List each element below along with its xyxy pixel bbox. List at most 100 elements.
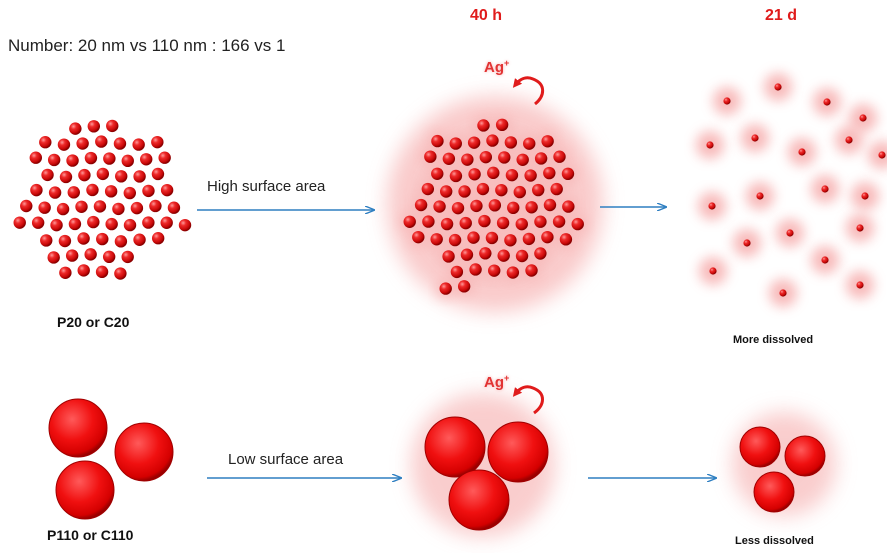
nanoparticle: [488, 199, 502, 212]
nanoparticle: [440, 217, 454, 231]
nanoparticle: [451, 201, 465, 215]
nanoparticle: [114, 235, 128, 248]
nanoparticle: [507, 201, 520, 215]
nanoparticle: [151, 167, 165, 181]
nanoparticle: [178, 218, 192, 232]
nanoparticle: [56, 202, 70, 216]
nanoparticle: [543, 166, 556, 180]
nanoparticle: [140, 153, 153, 166]
nanoparticle: [424, 150, 437, 163]
nanoparticle: [708, 202, 716, 210]
large-particle: [114, 422, 174, 482]
nanoparticle: [458, 185, 471, 198]
nanoparticle: [106, 119, 119, 133]
nanoparticle: [123, 218, 137, 232]
nanoparticle: [550, 182, 563, 196]
silver-ion-label-bottom: Ag+: [484, 373, 509, 391]
nanoparticle: [469, 263, 482, 276]
nanoparticle: [467, 231, 480, 244]
nanoparticle: [403, 215, 416, 228]
nanoparticle: [504, 136, 518, 149]
nanoparticle: [132, 138, 145, 151]
nanoparticle: [95, 135, 108, 148]
nanoparticle: [845, 136, 853, 144]
nanoparticle: [487, 166, 500, 180]
nanoparticle: [513, 185, 526, 199]
nanoparticle: [534, 152, 548, 165]
nanoparticle: [158, 151, 171, 164]
nanoparticle: [774, 83, 782, 91]
nanoparticle: [48, 186, 62, 199]
nanoparticle: [29, 151, 43, 164]
nanoparticle: [496, 216, 510, 230]
nanoparticle: [93, 200, 107, 213]
nanoparticle: [442, 250, 455, 263]
process-label-low-surface: Low surface area: [228, 451, 344, 468]
nanoparticle: [524, 169, 537, 182]
nanoparticle: [421, 182, 435, 196]
ion-symbol: Ag: [484, 59, 504, 76]
nanoparticle: [495, 183, 508, 197]
nanoparticle: [878, 151, 886, 159]
process-label-high-surface: High surface area: [207, 178, 326, 195]
nanoparticle: [113, 137, 127, 150]
ion-charge: +: [504, 373, 510, 383]
nanoparticle: [498, 151, 511, 164]
nanoparticle: [87, 215, 100, 229]
nanoparticle: [477, 119, 490, 132]
time-header-40h: 40 h: [470, 7, 503, 24]
ion-charge: +: [504, 58, 510, 68]
nanoparticle: [58, 234, 72, 248]
nanoparticle: [59, 170, 73, 184]
nanoparticle: [523, 137, 536, 150]
nanoparticle: [151, 135, 164, 149]
nanoparticle: [743, 239, 751, 247]
nanoparticle: [75, 200, 88, 213]
nanoparticle: [856, 281, 864, 289]
nanoparticle: [13, 216, 26, 229]
nanoparticle: [39, 135, 52, 149]
nanoparticle: [84, 151, 98, 165]
nanoparticle: [449, 137, 462, 150]
nanoparticle: [478, 214, 491, 228]
nanoparticle: [479, 247, 492, 260]
large-particle: [424, 416, 486, 478]
result-label-less-dissolved: Less dissolved: [735, 535, 814, 547]
nanoparticle: [412, 230, 425, 244]
nanoparticle: [861, 192, 869, 200]
nanoparticle: [751, 134, 759, 142]
silver-ion-label-top: Ag+: [484, 58, 509, 76]
nanoparticle: [532, 183, 545, 197]
nanoparticle: [105, 217, 118, 231]
time-header-21d: 21 d: [765, 7, 798, 24]
nanoparticle: [525, 201, 538, 214]
dispersed-particles-21d: [696, 73, 887, 307]
nanoparticle: [448, 233, 462, 247]
nanoparticle: [123, 186, 136, 200]
nanoparticle: [167, 201, 181, 214]
nanoparticle: [151, 232, 165, 245]
nanoparticle: [102, 250, 116, 264]
nanoparticle: [142, 184, 155, 198]
nanoparticle: [821, 256, 829, 264]
nanoparticle: [856, 224, 864, 232]
nanoparticle: [706, 141, 714, 149]
nanoparticle: [450, 265, 464, 279]
nanoparticle: [504, 234, 517, 247]
nanoparticle: [160, 216, 173, 229]
nanoparticle: [779, 289, 787, 297]
large-particles-40h: [411, 393, 555, 537]
nanoparticle: [457, 280, 471, 293]
nanoparticle: [433, 200, 446, 213]
nanoparticle: [559, 233, 573, 246]
nanoparticle: [66, 154, 79, 167]
small-particle-cluster-40h: [387, 96, 603, 312]
nanoparticle: [553, 150, 566, 163]
nanoparticle: [31, 216, 45, 229]
nanoparticle: [561, 167, 575, 181]
nanoparticle: [723, 97, 731, 105]
nanoparticle: [442, 152, 456, 165]
nanoparticle: [821, 185, 829, 193]
nanoparticle: [525, 264, 538, 277]
